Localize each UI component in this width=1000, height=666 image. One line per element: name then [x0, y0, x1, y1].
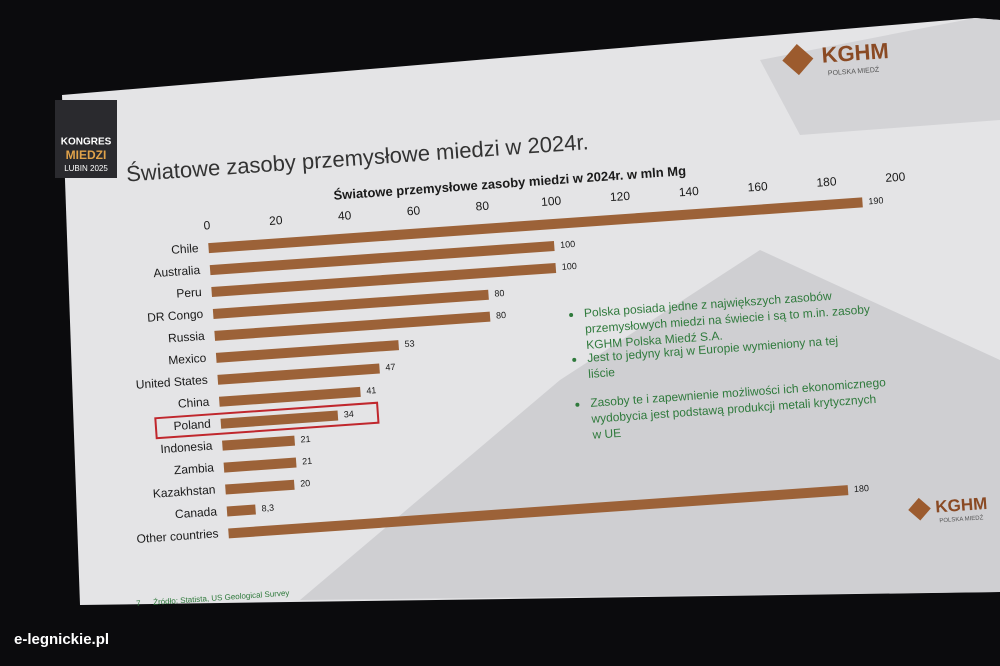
y-tick-label: Mexico — [168, 351, 207, 368]
x-tick-label: 200 — [885, 170, 906, 185]
y-tick-label: Canada — [175, 504, 218, 521]
x-tick-label: 180 — [816, 174, 837, 189]
y-tick-label: Zambia — [173, 460, 214, 477]
y-tick-label: Russia — [168, 329, 206, 346]
badge — [55, 100, 117, 178]
watermark: e-legnickie.pl — [14, 631, 109, 648]
y-tick-label: DR Congo — [147, 307, 204, 325]
bar — [223, 457, 297, 473]
logo: KGHM — [935, 494, 988, 517]
y-tick-label: Chile — [171, 241, 200, 257]
badge-text: MIEDZI — [66, 148, 107, 162]
y-tick-label: Kazakhstan — [152, 482, 216, 500]
logo-icon — [782, 44, 814, 76]
value-label: 100 — [560, 239, 576, 250]
bar — [226, 504, 256, 517]
bullet-dot — [569, 313, 574, 318]
x-tick-label: 60 — [406, 203, 421, 218]
x-tick-label: 40 — [337, 208, 352, 223]
bar — [217, 363, 380, 385]
page-number: 7 — [136, 599, 142, 608]
slide-content: Światowe zasoby przemysłowe miedzi w 202… — [125, 38, 988, 608]
value-label: 190 — [868, 195, 884, 206]
value-label: 80 — [496, 310, 507, 321]
bullet-dot — [572, 357, 577, 362]
value-label: 20 — [300, 478, 311, 489]
y-tick-label: Indonesia — [160, 439, 213, 457]
x-tick-label: 160 — [747, 179, 768, 194]
bar — [211, 262, 557, 298]
x-tick-label: 140 — [678, 184, 699, 199]
logo-icon — [908, 497, 931, 521]
x-tick-label: 120 — [609, 189, 630, 204]
value-label: 21 — [300, 434, 311, 445]
value-label: 41 — [366, 385, 377, 396]
y-tick-label: Poland — [173, 417, 211, 434]
bullet-dot — [575, 402, 580, 407]
value-label: 53 — [404, 338, 415, 349]
y-tick-label: Australia — [153, 263, 201, 280]
x-tick-label: 0 — [203, 218, 211, 232]
value-label: 34 — [343, 409, 354, 420]
bar — [225, 479, 295, 495]
bar — [209, 241, 555, 276]
bar — [214, 311, 491, 341]
x-tick-label: 20 — [269, 213, 284, 228]
value-label: 8,3 — [261, 503, 274, 514]
bar — [208, 197, 863, 254]
y-tick-label: Peru — [176, 285, 202, 301]
bar — [212, 289, 489, 319]
bar — [218, 386, 361, 407]
value-label: 21 — [302, 456, 313, 467]
badge-text: KONGRES — [61, 137, 112, 148]
logo: KGHM — [821, 38, 890, 68]
bar — [220, 410, 339, 429]
x-tick-label: 80 — [475, 199, 490, 214]
highlight-box — [154, 401, 380, 440]
y-tick-label: Other countries — [136, 526, 219, 546]
logo-sub: POLSKA MIEDŹ — [939, 514, 984, 524]
badge-text: LUBIN 2025 — [64, 164, 108, 173]
x-tick-label: 100 — [541, 194, 562, 209]
bar — [228, 485, 849, 539]
slide-shape — [760, 18, 1000, 135]
bar — [215, 340, 400, 363]
bar — [222, 435, 296, 451]
y-tick-label: China — [178, 395, 211, 411]
value-label: 80 — [494, 288, 505, 299]
value-label: 100 — [561, 261, 577, 272]
value-label: 180 — [854, 483, 870, 494]
y-tick-label: United States — [135, 373, 208, 392]
value-label: 47 — [385, 362, 396, 373]
